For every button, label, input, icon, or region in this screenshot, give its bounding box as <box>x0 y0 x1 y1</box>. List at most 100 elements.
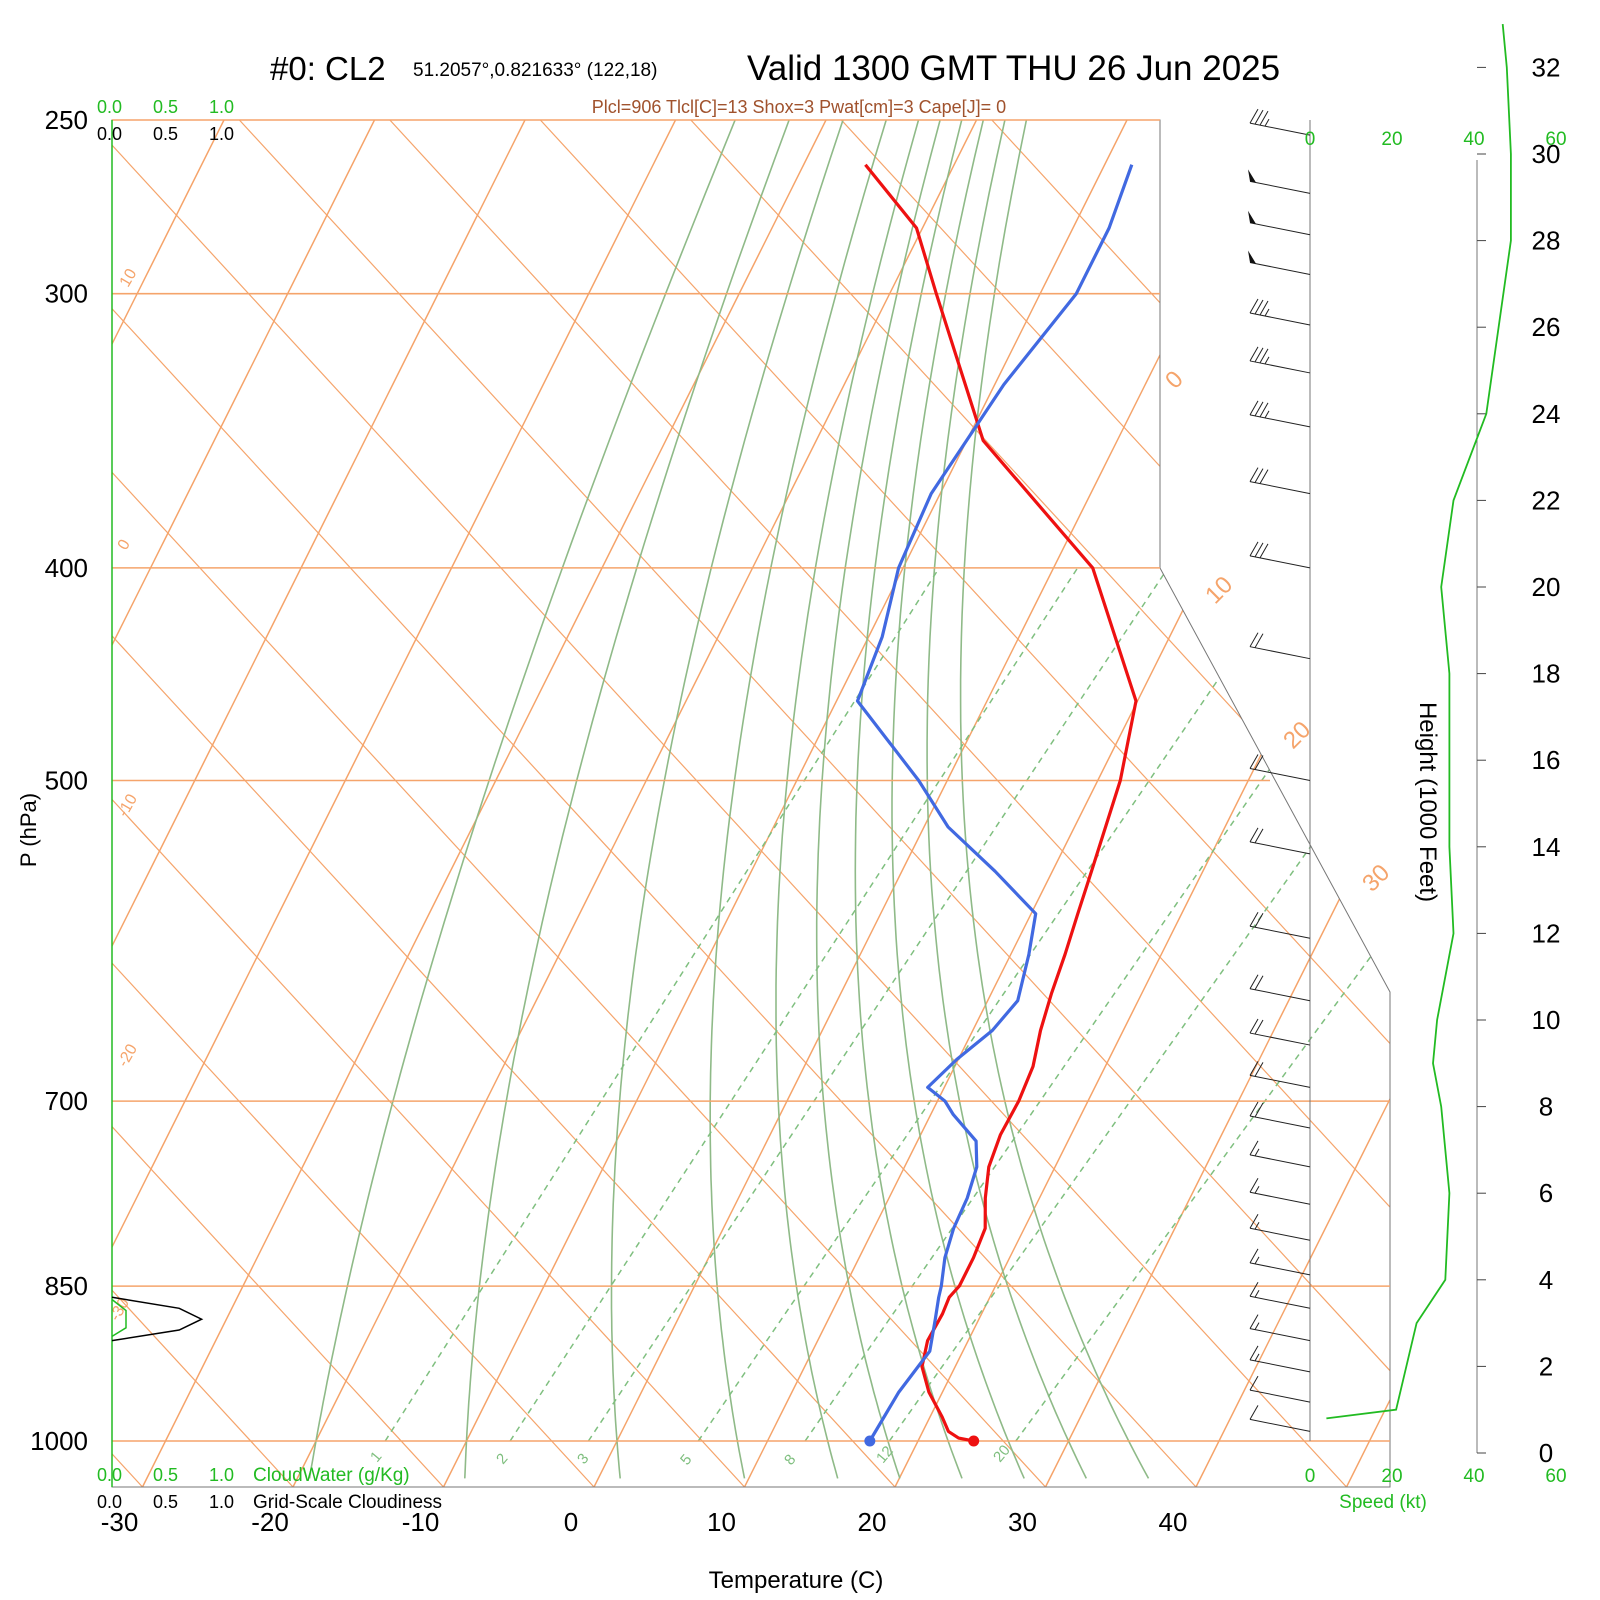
dry-adiabat-line <box>840 120 1390 1487</box>
dry-adiabat-line <box>112 120 595 1487</box>
wind-barb <box>1249 1213 1311 1241</box>
barb-full <box>1249 974 1259 989</box>
isotherm-label: 0 <box>1160 366 1189 395</box>
y-axis-label: P (hPa) <box>16 793 41 867</box>
cloud-panel <box>111 120 204 1487</box>
barb-full <box>1249 754 1259 769</box>
temp-tick-label: 40 <box>1159 1507 1188 1537</box>
barb-staff <box>1249 925 1311 939</box>
height-tick-label: 6 <box>1539 1178 1553 1208</box>
wind-barb <box>1249 1101 1311 1129</box>
barb-staff <box>1249 261 1311 275</box>
moist-adiabat-line <box>815 120 941 1479</box>
pressure-tick-label: 400 <box>45 553 88 583</box>
wind-barb <box>1249 1375 1311 1403</box>
barb-full <box>1249 911 1259 927</box>
pressure-tick-label: 500 <box>45 766 88 796</box>
wind-barb <box>1249 467 1311 495</box>
station-coords: 51.2057°,0.821633° (122,18) <box>413 60 657 81</box>
traces <box>855 163 1138 1447</box>
scale-tick: 1.0 <box>209 1465 234 1485</box>
height-tick-label: 18 <box>1532 659 1561 689</box>
barb-half <box>1254 1290 1260 1298</box>
barb-half <box>1254 1256 1260 1265</box>
barb-full <box>1249 400 1259 416</box>
wind-barb <box>1249 911 1311 939</box>
wind-barb <box>1249 400 1311 428</box>
barb-half <box>1264 308 1270 317</box>
mixing-ratio-label: 12 <box>873 1443 897 1467</box>
scale-tick: 0.0 <box>97 1465 122 1485</box>
moist-adiabat-line <box>464 120 790 1479</box>
dry-adiabat-line <box>112 120 1197 1487</box>
barb-full <box>1249 1282 1259 1297</box>
barb-full <box>1249 632 1259 647</box>
height-tick-label: 22 <box>1532 485 1561 515</box>
speed-tick-top: 40 <box>1463 129 1484 150</box>
scale-tick: 0.0 <box>97 97 122 117</box>
scale-tick: 0.5 <box>153 124 178 144</box>
wind-barb <box>1248 250 1311 275</box>
isotherm-line <box>1345 120 1390 1487</box>
isotherm-label: 10 <box>1200 571 1238 609</box>
height-tick-label: 14 <box>1532 832 1561 862</box>
mixing-ratio-label: 3 <box>574 1450 592 1467</box>
cloud-scale-bottom-black: 0.0 0.5 1.0 <box>97 1492 234 1512</box>
barb-full <box>1249 108 1259 124</box>
barb-half <box>1254 1322 1260 1330</box>
height-tick-label: 10 <box>1532 1005 1561 1035</box>
isotherm-line <box>112 120 677 1487</box>
speed-tick-bottom: 0 <box>1305 1466 1316 1487</box>
barb-flag <box>1248 250 1256 264</box>
scale-tick: 1.0 <box>209 97 234 117</box>
temp-tick-label: 20 <box>858 1507 887 1537</box>
wind-barb <box>1249 346 1311 374</box>
wind-speed-line <box>1326 24 1512 1420</box>
scale-tick: 0.0 <box>97 1492 122 1512</box>
cloud-scale-bottom-green: 0.0 0.5 1.0 <box>97 1465 234 1485</box>
barb-full <box>1259 402 1269 418</box>
barb-full <box>1254 755 1264 770</box>
barb-staff <box>1249 646 1311 660</box>
pressure-tick-label: 1000 <box>30 1426 88 1456</box>
dry-adiabat-line <box>991 120 1390 1487</box>
barb-full <box>1249 346 1259 362</box>
barb-full <box>1259 348 1269 364</box>
barb-staff <box>1249 1227 1311 1241</box>
isotherm-line <box>593 120 1279 1487</box>
cloudiness-line <box>111 1296 204 1342</box>
wind-barb <box>1248 210 1311 236</box>
barb-full <box>1249 827 1259 843</box>
wind-barb <box>1249 1140 1311 1168</box>
x-axis-label: Temperature (C) <box>709 1567 884 1594</box>
scale-tick: 0.5 <box>153 1492 178 1512</box>
barb-flag <box>1248 210 1256 224</box>
dry-adiabat-line <box>539 120 1390 1487</box>
mixing-ratio-line <box>697 567 1295 1442</box>
speed-tick-top: 0 <box>1305 129 1316 150</box>
dewpoint-surface-dot <box>864 1435 876 1447</box>
height-tick-label: 8 <box>1539 1092 1553 1122</box>
mixing-ratio-line <box>804 567 1390 1442</box>
barb-full <box>1254 828 1264 844</box>
barb-full <box>1254 975 1264 990</box>
barb-staff <box>1249 1074 1311 1088</box>
isotherm-line <box>141 120 827 1487</box>
barb-full <box>1254 1019 1264 1035</box>
isotherm-line <box>894 120 1390 1487</box>
isotherm-label: 10 <box>117 266 141 290</box>
barb-staff <box>1249 414 1311 428</box>
barb-full <box>1259 110 1269 126</box>
valid-time: Valid 1300 GMT THU 26 Jun 2025 <box>747 49 1280 88</box>
temp-tick-label: -30 <box>101 1507 139 1537</box>
height-tick-label: 4 <box>1539 1265 1553 1295</box>
barb-staff <box>1249 768 1311 781</box>
isotherm-label: 0 <box>115 537 134 553</box>
speed-tick-top: 20 <box>1381 129 1402 150</box>
isotherm-label: -10 <box>115 791 141 820</box>
isotherm-line <box>743 120 1390 1487</box>
barb-half <box>1254 1185 1260 1194</box>
barb-staff <box>1249 1154 1311 1168</box>
mixing-ratio-line <box>1015 567 1390 1442</box>
